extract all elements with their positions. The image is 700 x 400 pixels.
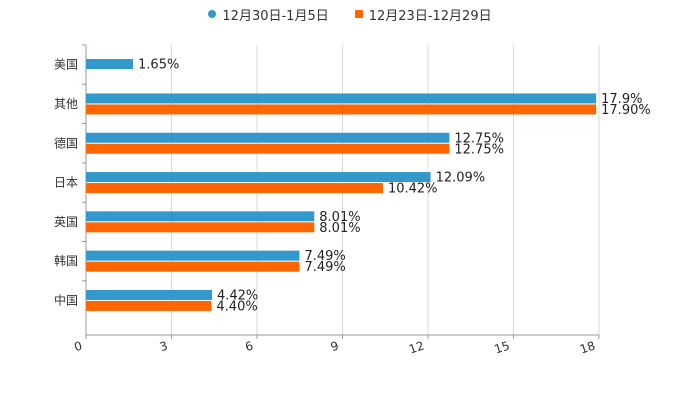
bar-series-2-4 [86,222,315,233]
data-label-series-1-6: 4.42% [217,288,258,303]
data-label-series-2-5: 7.49% [304,260,345,275]
x-tick-label-15: 15 [493,339,512,357]
x-tick-label-3: 3 [158,339,170,355]
data-label-series-2-4: 8.01% [319,221,360,236]
y-tick-label-1: 其他 [54,97,78,111]
y-tick-label-4: 英国 [54,215,78,229]
legend-item-series-1[interactable]: 12月30日-1月5日 [208,5,329,24]
data-label-series-2-1: 17.90% [601,103,651,118]
bar-series-1-6 [86,289,212,300]
bar-series-1-0 [86,59,134,69]
data-label-series-1-0: 1.65% [138,58,179,73]
bar-series-2-1 [86,104,597,115]
bar-series-1-4 [86,211,315,222]
bar-series-1-1 [86,93,597,104]
x-tick-label-0: 0 [72,339,84,355]
legend-label-series-2: 12月23日-12月29日 [368,8,492,24]
legend-marker-series-2 [354,10,363,18]
x-tick-label-18: 18 [578,339,597,357]
data-label-series-1-1: 17.9% [601,92,642,107]
data-label-series-1-3: 12.09% [436,171,486,186]
y-tick-label-3: 日本 [54,176,78,190]
x-tick-label-9: 9 [329,339,341,355]
x-tick-label-6: 6 [243,339,255,355]
legend-marker-series-1 [208,10,217,18]
bar-series-2-3 [86,183,383,194]
data-label-series-2-6: 4.40% [216,299,257,314]
bar-series-1-5 [86,250,300,261]
bar-series-2-2 [86,143,450,154]
bar-series-2-6 [86,300,212,311]
data-label-series-2-3: 10.42% [388,182,438,197]
legend-item-series-2[interactable]: 12月23日-12月29日 [354,5,492,24]
y-tick-label-5: 韩国 [54,253,78,268]
bar-series-2-5 [86,261,300,272]
y-tick-label-0: 美国 [54,58,78,72]
bar-series-1-3 [86,172,431,183]
data-label-series-1-2: 12.75% [454,131,504,146]
data-label-series-1-5: 7.49% [304,249,345,264]
y-tick-label-6: 中国 [54,292,78,307]
bar-series-1-2 [86,132,450,143]
legend-label-series-1: 12月30日-1月5日 [222,8,329,24]
data-label-series-1-4: 8.01% [319,210,360,225]
y-tick-label-2: 德国 [54,135,78,150]
legend: 12月30日-1月5日 12月23日-12月29日 [0,4,700,24]
data-label-series-2-2: 12.75% [454,142,504,157]
x-tick-label-12: 12 [407,339,426,357]
